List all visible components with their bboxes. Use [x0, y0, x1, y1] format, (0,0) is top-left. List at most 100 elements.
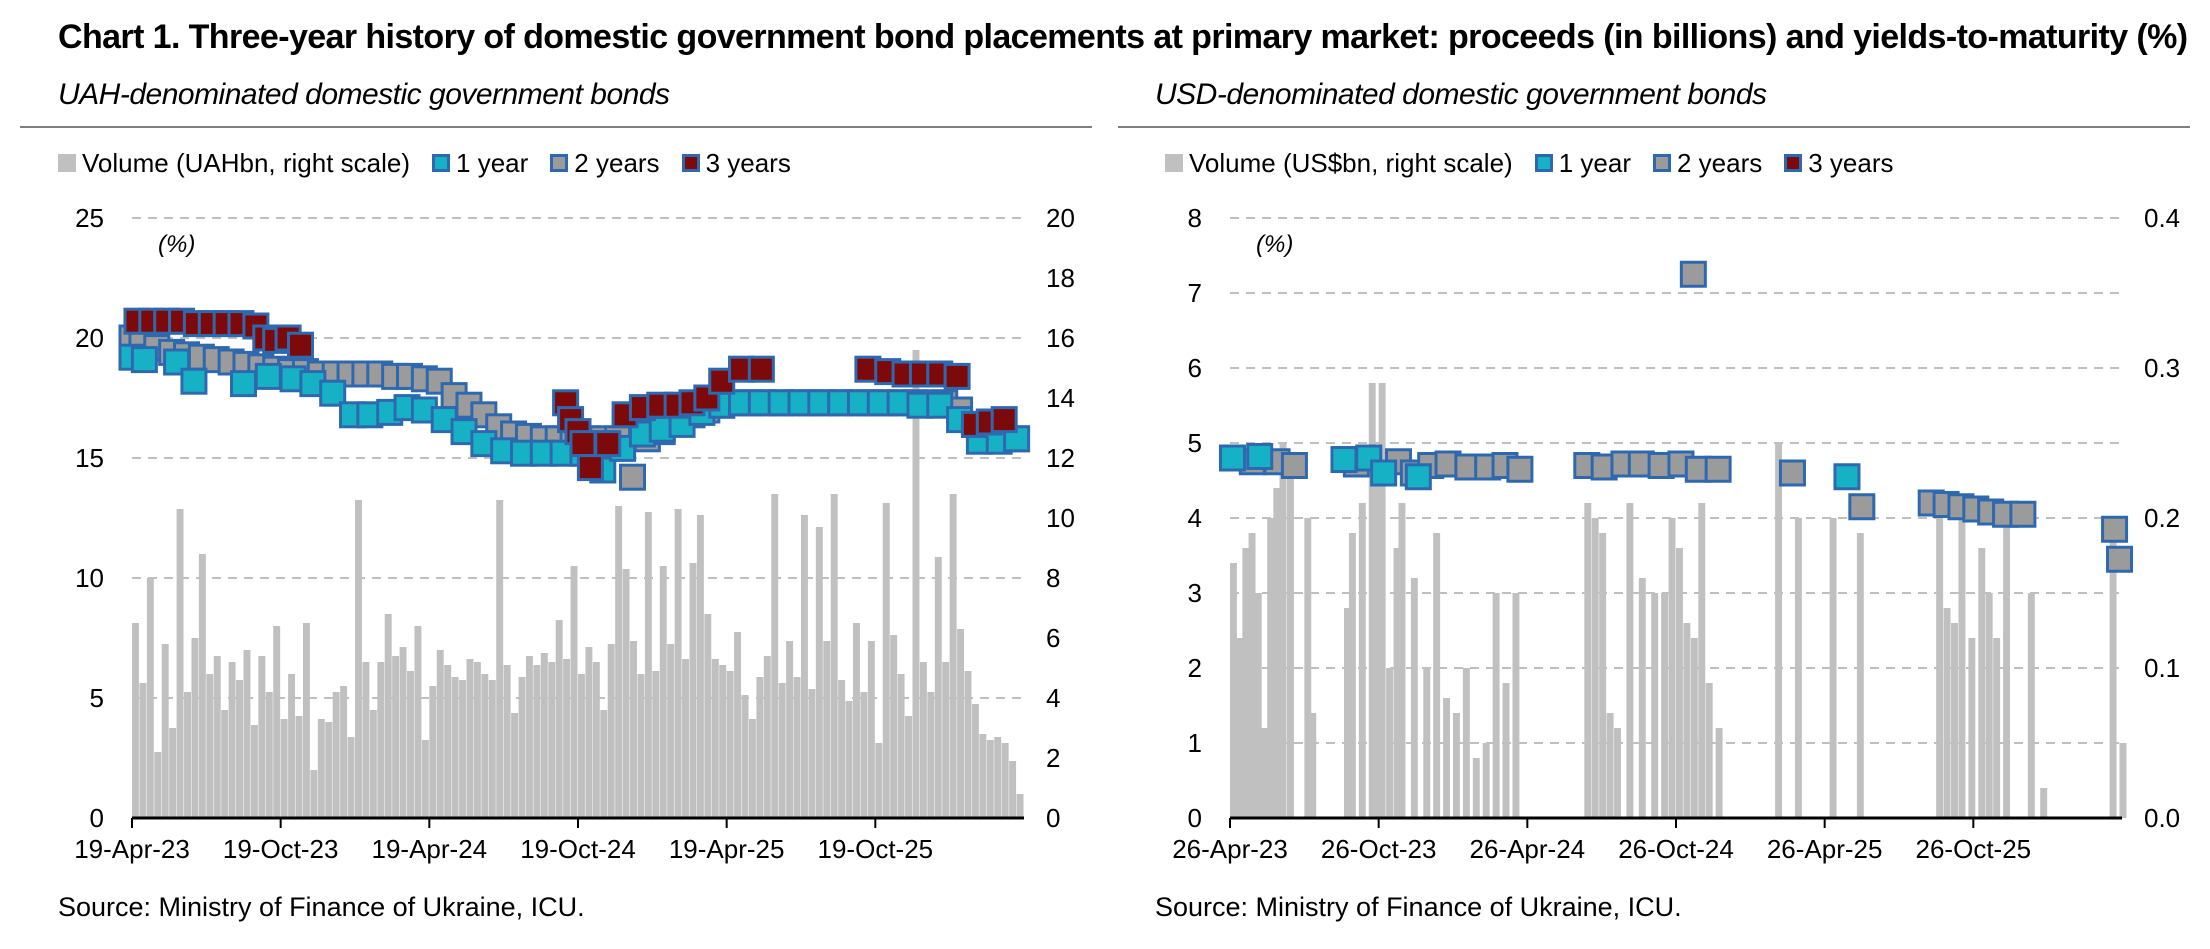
legend-1-year-label: 1 year: [456, 147, 529, 178]
legend-3-years-label: 3 years: [1808, 147, 1894, 178]
volume-bar: [221, 710, 229, 818]
volume-bar: [711, 659, 719, 818]
volume-bar: [362, 662, 370, 818]
volume-bar: [466, 659, 474, 818]
volume-bar: [622, 569, 630, 818]
volume-bar: [548, 662, 556, 818]
uah-3-years-yield-marker: [747, 355, 775, 383]
right-axis-tick-label: 0: [1046, 803, 1060, 833]
legend-2-years: 2 years: [1652, 148, 1762, 179]
left-axis-tick-label: 3: [1188, 578, 1202, 608]
volume-bar: [2003, 518, 2011, 818]
volume-bar: [332, 692, 340, 818]
volume-bar: [429, 686, 437, 818]
legend-volume-swatch: [1165, 154, 1183, 172]
volume-bar: [1591, 518, 1599, 818]
volume-bar: [1393, 548, 1401, 818]
volume-bar: [659, 566, 667, 818]
volume-bar: [1856, 533, 1864, 818]
usd-1-year-yield-marker: [1246, 443, 1274, 470]
right-axis-tick-label: 0.0: [2144, 803, 2180, 833]
usd-1-year-yield-marker: [1218, 444, 1246, 472]
x-axis-tick-label: 19-Apr-25: [669, 834, 785, 864]
volume-bar: [1698, 503, 1706, 818]
right-axis-tick-label: 20: [1046, 203, 1075, 233]
right-axis-tick-label: 10: [1046, 503, 1075, 533]
volume-bar: [1794, 518, 1802, 818]
uah-3-years-yield-marker: [286, 331, 314, 359]
volume-bar: [540, 653, 548, 818]
volume-bar: [1453, 713, 1460, 818]
volume-bar: [399, 647, 407, 818]
x-axis-tick-label: 19-Oct-25: [818, 834, 934, 864]
uah-3-years-yield-marker: [576, 454, 604, 482]
volume-bar: [689, 563, 697, 818]
volume-bar: [919, 662, 927, 818]
right-axis-tick-label: 6: [1046, 623, 1060, 653]
volume-bar: [1705, 683, 1713, 818]
left-axis-tick-label: 5: [90, 683, 104, 713]
volume-bar: [644, 512, 652, 818]
uah-3-years-yield-marker: [943, 362, 971, 390]
volume-bar: [421, 740, 429, 818]
volume-bar: [1626, 503, 1634, 818]
legend-volume-swatch: [58, 154, 76, 172]
volume-bar: [436, 650, 444, 818]
volume-bar: [198, 554, 206, 818]
legend-1-year: 1 year: [1534, 148, 1631, 179]
volume-bar: [971, 704, 979, 818]
left-axis-tick-label: 7: [1188, 278, 1202, 308]
volume-bar: [1236, 638, 1244, 818]
uah-3-years-yield-marker: [693, 384, 721, 412]
volume-bar: [1993, 638, 2001, 818]
volume-bar: [890, 635, 898, 818]
volume-bar: [191, 638, 199, 818]
volume-bar: [280, 719, 288, 818]
legend-3-years: 3 years: [681, 148, 791, 179]
legend-1-year-swatch: [432, 154, 451, 172]
x-axis-tick-label: 19-Apr-23: [74, 834, 190, 864]
uah-1-year-yield-marker: [230, 370, 257, 398]
volume-bar: [1433, 533, 1441, 818]
volume-bar: [176, 509, 184, 818]
volume-bar: [1001, 743, 1009, 818]
left-axis-tick-label: 25: [75, 203, 104, 233]
usd-bond-chart: 0 1 2 3 4 5 6 7 8 0.0 0.1 0.2 0.3 0.4 (%) 26-Apr-23 26-O…: [1172, 203, 2180, 864]
legend-2-years-swatch: [1652, 154, 1671, 172]
volume-bar: [1985, 593, 1993, 818]
x-axis-tick-label: 19-Apr-24: [372, 834, 488, 864]
yield-unit-label: (%): [158, 231, 195, 258]
volume-bar: [473, 662, 481, 818]
volume-bar: [288, 674, 296, 818]
right-panel-title: USD-denominated domestic government bond…: [1155, 78, 1767, 111]
right-source-note: Source: Ministry of Finance of Ukraine, …: [1155, 892, 1682, 922]
volume-bar: [615, 506, 623, 818]
x-axis-tick-label: 26-Apr-25: [1767, 834, 1883, 864]
volume-bar: [986, 740, 994, 818]
volume-bar: [1614, 728, 1621, 818]
volume-bar: [756, 677, 764, 818]
left-axis-tick-label: 15: [75, 443, 104, 473]
volume-bar: [1423, 668, 1431, 818]
x-axis-tick-label: 26-Apr-23: [1172, 834, 1288, 864]
volume-bar: [1304, 518, 1312, 818]
uah-1-year-yield-marker: [319, 379, 347, 407]
volume-bar: [682, 659, 690, 818]
volume-bar: [369, 710, 377, 818]
volume-bar: [786, 641, 794, 818]
legend-3-years: 3 years: [1784, 147, 1894, 179]
volume-bar: [815, 527, 823, 818]
left-axis-tick-label: 8: [1188, 203, 1202, 233]
volume-bar: [355, 500, 362, 818]
volume-bar: [414, 626, 422, 818]
uah-1-year-yield-marker: [130, 346, 158, 374]
volume-bar: [1512, 593, 1520, 818]
legend-1-year-swatch: [1534, 154, 1553, 172]
volume-bar: [1968, 638, 1976, 818]
volume-bar: [1638, 578, 1646, 818]
volume-bar: [1009, 761, 1017, 818]
volume-bar: [704, 614, 712, 818]
volume-bar: [1378, 383, 1386, 818]
right-axis-tick-label: 16: [1046, 323, 1075, 353]
volume-bar: [823, 641, 831, 818]
